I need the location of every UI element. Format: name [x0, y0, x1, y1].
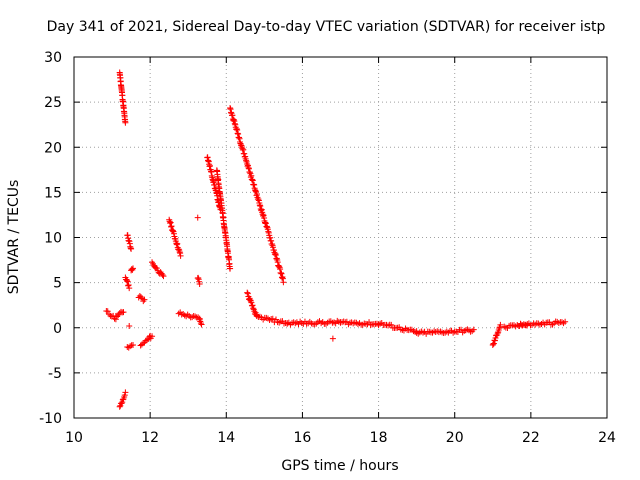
data-point-marker — [496, 325, 503, 332]
x-tick-label: 12 — [141, 430, 159, 446]
data-point-marker — [251, 308, 258, 315]
data-point-marker — [562, 318, 569, 325]
data-point-marker — [129, 266, 136, 273]
y-tick-label: 10 — [44, 231, 62, 247]
data-point-marker — [244, 290, 251, 297]
chart-title: Day 341 of 2021, Sidereal Day-to-day VTE… — [47, 19, 606, 35]
data-point-marker — [124, 278, 131, 285]
data-point-marker — [329, 335, 336, 342]
data-point-marker — [269, 315, 276, 322]
y-tick-label: -10 — [39, 411, 62, 427]
data-point-marker — [247, 296, 254, 303]
y-tick-label: 15 — [44, 185, 62, 201]
data-point-marker — [128, 245, 135, 252]
data-point-marker — [280, 279, 287, 286]
data-point-marker — [116, 310, 123, 317]
data-point-marker — [198, 321, 205, 328]
data-point-marker — [159, 271, 166, 278]
x-tick-label: 22 — [522, 430, 540, 446]
data-point-marker — [197, 320, 204, 327]
axis-ticks: 10 12 14 16 18 20 22 24 -10 -5 0 5 10 15 20 25 30 — [39, 50, 616, 446]
x-axis-label: GPS time / hours — [281, 458, 398, 474]
x-tick-label: 20 — [446, 430, 464, 446]
data-point-marker — [126, 285, 133, 292]
x-tick-label: 24 — [598, 430, 616, 446]
data-point-marker — [196, 280, 203, 287]
data-point-marker — [194, 214, 201, 221]
x-tick-label: 16 — [294, 430, 312, 446]
data-point-marker — [177, 252, 184, 259]
data-point-marker — [128, 266, 135, 273]
data-point-marker — [147, 332, 154, 339]
data-point-marker — [126, 322, 133, 329]
data-point-marker — [490, 340, 497, 347]
x-tick-label: 14 — [217, 430, 235, 446]
y-tick-label: -5 — [48, 366, 62, 382]
data-point-marker — [248, 299, 255, 306]
data-point-marker — [119, 396, 126, 403]
data-point-marker — [227, 265, 234, 272]
y-axis-label: SDTVAR / TECUs — [6, 180, 22, 295]
data-point-marker — [249, 302, 256, 309]
data-point-marker — [122, 119, 129, 126]
y-tick-label: 25 — [44, 95, 62, 111]
gridlines — [74, 57, 607, 418]
y-tick-label: 0 — [53, 321, 62, 337]
data-point-marker — [112, 312, 119, 319]
data-point-marker — [104, 308, 111, 315]
data-point-marker — [143, 336, 150, 343]
y-tick-label: 20 — [44, 140, 62, 156]
data-point-marker — [124, 344, 131, 351]
data-point-marker — [118, 400, 125, 407]
data-point-marker — [124, 277, 131, 284]
data-point-marker — [181, 312, 188, 319]
data-point-marker — [141, 296, 148, 303]
plot-frame — [73, 56, 608, 419]
data-point-marker — [494, 330, 501, 337]
data-point-marker — [121, 392, 128, 399]
data-point-marker — [184, 311, 191, 318]
data-point-marker — [190, 312, 197, 319]
data-points — [103, 69, 569, 410]
data-point-marker — [130, 265, 137, 272]
data-point-marker — [120, 309, 127, 316]
y-tick-label: 30 — [44, 50, 62, 66]
data-point-marker — [116, 403, 123, 410]
x-tick-label: 18 — [370, 430, 388, 446]
y-tick-label: 5 — [53, 276, 62, 292]
data-point-marker — [491, 337, 498, 344]
data-point-marker — [160, 273, 167, 280]
data-point-marker — [497, 321, 504, 328]
data-point-marker — [192, 313, 199, 320]
data-point-marker — [138, 294, 145, 301]
data-point-marker — [125, 282, 132, 289]
data-point-marker — [244, 289, 251, 296]
data-point-marker — [470, 326, 477, 333]
data-point-marker — [130, 341, 137, 348]
data-point-marker — [388, 321, 395, 328]
data-point-marker — [122, 389, 129, 396]
data-point-marker — [153, 265, 160, 272]
data-point-marker — [250, 305, 257, 312]
x-tick-label: 10 — [65, 430, 83, 446]
data-point-marker — [127, 343, 134, 350]
